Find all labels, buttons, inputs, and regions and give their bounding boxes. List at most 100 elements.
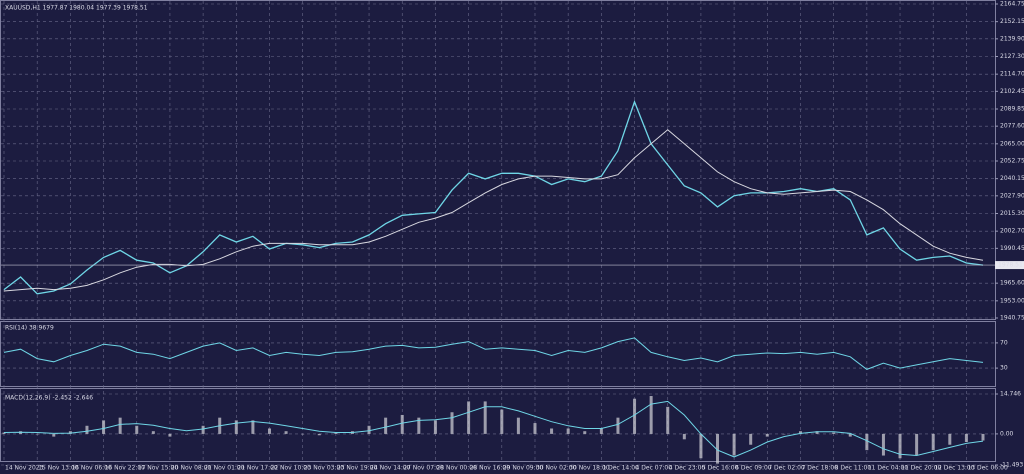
x-tick-label: 23 Nov 03:00: [304, 465, 345, 472]
macd-bar: [782, 433, 786, 435]
macd-bar: [135, 425, 139, 434]
macd-bar: [815, 431, 819, 434]
x-tick-label: 13 Dec 06:00: [967, 465, 1008, 472]
macd-bar: [483, 401, 487, 434]
x-tick-label: 16 Nov 06:00: [71, 465, 112, 472]
y-tick-label: 2139.90: [1000, 35, 1024, 42]
macd-bar: [848, 433, 852, 437]
macd-bar: [301, 433, 305, 435]
macd-bar: [732, 433, 736, 456]
y-tick-label: 2065.00: [1000, 140, 1024, 147]
macd-bar: [68, 431, 72, 434]
y-tick-label: 2114.70: [1000, 71, 1024, 78]
macd-bar: [102, 420, 106, 434]
x-tick-label: 6 Dec 09:00: [735, 465, 772, 472]
x-tick-label: 14 Nov 2023: [5, 465, 44, 472]
x-tick-label: 12 Dec 13:00: [934, 465, 975, 472]
macd-bar: [52, 433, 56, 437]
macd-bar: [948, 433, 952, 445]
macd-bar: [749, 433, 753, 445]
macd-bar: [566, 428, 570, 434]
y-tick-label: 14.746: [1000, 391, 1021, 398]
macd-bar: [699, 433, 703, 459]
series-line: [3, 337, 984, 370]
x-tick-label: 27 Nov 07:00: [403, 465, 444, 472]
y-tick-label: 1940.75: [1000, 315, 1024, 322]
macd-bar: [682, 433, 686, 440]
y-tick-label: 2089.85: [1000, 105, 1024, 112]
x-tick-label: 30 Nov 02:00: [536, 465, 577, 472]
macd-bar: [599, 428, 603, 434]
y-tick-label: 2077.60: [1000, 123, 1024, 130]
macd-bar: [516, 417, 520, 434]
macd-bar: [898, 433, 902, 459]
x-tick-label: 29 Nov 09:00: [503, 465, 544, 472]
x-tick-label: 8 Dec 11:00: [835, 465, 872, 472]
x-tick-label: 30 Nov 18:00: [569, 465, 610, 472]
price-panel: [0, 0, 996, 320]
x-tick-label: 7 Dec 02:00: [768, 465, 805, 472]
x-tick-label: 24 Nov 14:00: [370, 465, 411, 472]
x-tick-label: 16 Nov 22:00: [105, 465, 146, 472]
macd-bar: [267, 428, 271, 434]
x-tick-label: 21 Nov 17:00: [237, 465, 278, 472]
macd-bar: [118, 417, 122, 434]
macd-bar: [384, 417, 388, 434]
x-tick-label: 22 Nov 10:00: [270, 465, 311, 472]
macd-bar: [500, 409, 504, 434]
y-tick-label: 2002.70: [1000, 228, 1024, 235]
macd-bar: [666, 406, 670, 434]
x-tick-label: 4 Dec 07:00: [636, 465, 673, 472]
x-tick-label: 11 Dec 20:00: [901, 465, 942, 472]
macd-bar: [234, 420, 238, 434]
macd-bar: [450, 412, 454, 434]
y-tick-label: 2102.45: [1000, 88, 1024, 95]
macd-bar: [765, 433, 769, 437]
y-tick-label: 1953.00: [1000, 297, 1024, 304]
macd-bar: [550, 428, 554, 434]
macd-bar: [616, 417, 620, 434]
series-line: [3, 129, 984, 292]
x-tick-label: 23 Nov 19:00: [337, 465, 378, 472]
macd-bar: [400, 414, 404, 434]
panel-title: MACD(12,26,9) -2.452 -2.646: [5, 395, 93, 402]
rsi-panel: [0, 321, 996, 387]
macd-bar: [533, 423, 537, 434]
x-tick-label: 28 Nov 16:00: [470, 465, 511, 472]
macd-bar: [251, 420, 255, 434]
x-tick-label: 7 Dec 18:00: [801, 465, 838, 472]
macd-bar: [964, 433, 968, 443]
macd-bar: [334, 432, 338, 434]
y-tick-label: 2127.30: [1000, 53, 1024, 60]
macd-bar: [798, 431, 802, 434]
macd-bar: [649, 396, 653, 434]
macd-panel: [0, 388, 996, 462]
y-tick-label: 2027.90: [1000, 192, 1024, 199]
x-tick-label: 5 Dec 16:00: [702, 465, 739, 472]
macd-bar: [881, 433, 885, 456]
macd-bar: [317, 433, 321, 436]
macd-bar: [633, 398, 637, 434]
macd-bar: [433, 420, 437, 434]
macd-bar: [716, 433, 720, 464]
x-tick-label: 1 Dec 14:00: [602, 465, 639, 472]
macd-bar: [201, 425, 205, 434]
x-tick-label: 15 Nov 13:00: [38, 465, 79, 472]
y-tick-label: 2040.15: [1000, 175, 1024, 182]
macd-bar: [467, 401, 471, 434]
x-tick-label: 17 Nov 15:00: [138, 465, 179, 472]
macd-bar: [981, 433, 985, 441]
x-tick-label: 28 Nov 00:00: [436, 465, 477, 472]
macd-bar: [168, 433, 172, 437]
macd-bar: [915, 433, 919, 456]
x-tick-label: 4 Dec 23:00: [669, 465, 706, 472]
x-tick-label: 21 Nov 01:00: [204, 465, 245, 472]
macd-bar: [151, 431, 155, 434]
macd-bar: [417, 417, 421, 434]
y-tick-label: 30: [1000, 365, 1008, 372]
macd-bar: [865, 433, 869, 451]
panel-title: XAUUSD,H1 1977.87 1980.04 1977.39 1978.5…: [5, 5, 148, 12]
x-tick-label: 20 Nov 08:00: [171, 465, 212, 472]
